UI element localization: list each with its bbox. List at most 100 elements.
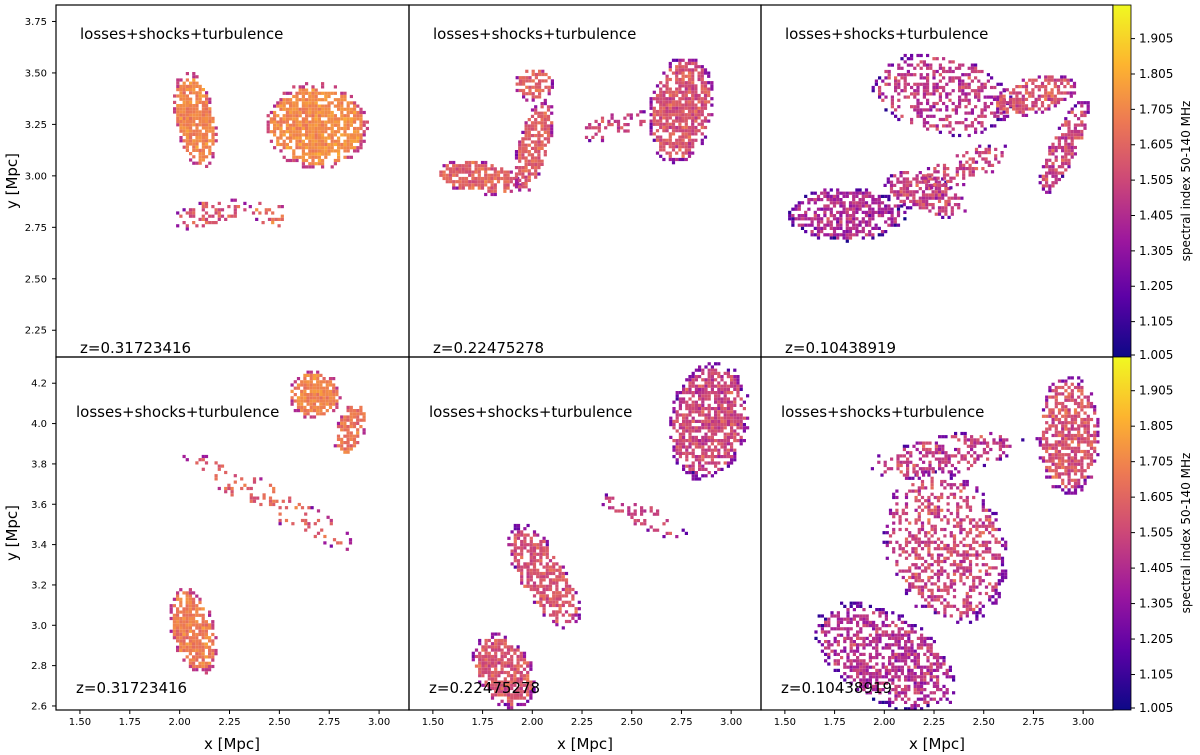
emission-pixel (936, 678, 940, 682)
emission-pixel (710, 371, 714, 375)
emission-pixel (185, 136, 189, 140)
emission-pixel (1051, 152, 1055, 156)
emission-pixel (524, 178, 528, 182)
emission-pixel (662, 71, 666, 75)
emission-pixel (300, 399, 304, 403)
emission-pixel (574, 613, 578, 617)
emission-pixel (929, 672, 933, 676)
emission-pixel (936, 176, 940, 180)
emission-pixel (205, 120, 209, 124)
emission-pixel (840, 617, 844, 621)
emission-pixel (717, 371, 721, 375)
emission-pixel (461, 164, 465, 168)
emission-pixel (179, 636, 183, 640)
emission-pixel (528, 85, 532, 89)
emission-pixel (322, 399, 326, 403)
emission-pixel (856, 649, 860, 653)
emission-pixel (330, 126, 334, 131)
emission-pixel (958, 98, 962, 102)
emission-pixel (321, 136, 325, 140)
emission-pixel (984, 147, 988, 151)
emission-pixel (1012, 88, 1016, 92)
emission-pixel (268, 499, 273, 503)
emission-pixel (836, 210, 840, 214)
emission-pixel (894, 691, 898, 695)
emission-pixel (500, 176, 504, 181)
emission-pixel (864, 220, 869, 224)
emission-pixel (871, 217, 875, 221)
emission-pixel (710, 87, 714, 91)
emission-pixel (843, 649, 847, 653)
emission-pixel (1064, 136, 1068, 140)
emission-pixel (211, 623, 215, 627)
emission-pixel (877, 204, 881, 208)
emission-pixel (865, 691, 869, 695)
emission-pixel (303, 405, 307, 409)
emission-pixel (843, 646, 847, 650)
emission-pixel (871, 214, 875, 218)
emission-pixel (522, 677, 527, 681)
emission-pixel (185, 142, 189, 146)
emission-pixel (910, 53, 914, 58)
emission-pixel (845, 217, 849, 221)
emission-pixel (833, 614, 837, 618)
emission-pixel (855, 194, 859, 198)
emission-pixel (697, 109, 701, 114)
emission-pixel (204, 671, 208, 675)
emission-pixel (327, 104, 331, 108)
emission-pixel (996, 107, 1000, 111)
emission-pixel (700, 106, 704, 110)
emission-pixel (1067, 165, 1071, 169)
emission-pixel (503, 645, 507, 649)
emission-pixel (208, 113, 212, 117)
emission-pixel (510, 699, 514, 703)
emission-pixel (349, 447, 353, 451)
emission-pixel (513, 696, 517, 700)
emission-pixel (907, 697, 911, 701)
emission-pixel (192, 604, 196, 608)
emission-pixel (691, 116, 695, 120)
emission-pixel (324, 123, 328, 127)
emission-pixel (340, 418, 344, 422)
emission-pixel (804, 230, 808, 234)
emission-pixel (691, 106, 695, 110)
emission-pixel (1024, 85, 1029, 89)
emission-pixel (518, 188, 522, 192)
emission-pixel (524, 150, 528, 154)
emission-pixel (346, 441, 350, 445)
emission-pixel (1047, 81, 1051, 85)
emission-pixel (878, 700, 882, 704)
emission-pixel (520, 533, 524, 537)
emission-pixel (694, 109, 698, 114)
emission-pixel (1045, 177, 1049, 182)
emission-pixel (923, 640, 927, 644)
emission-pixel (303, 383, 307, 387)
emission-pixel (1045, 181, 1049, 185)
emission-pixel (195, 91, 199, 95)
emission-pixel (1037, 94, 1041, 98)
emission-pixel (182, 113, 186, 117)
emission-pixel (974, 127, 978, 131)
emission-pixel (958, 101, 962, 106)
emission-pixel (678, 68, 682, 72)
emission-pixel (538, 82, 542, 86)
emission-pixel (522, 82, 526, 86)
emission-pixel (176, 104, 180, 108)
emission-pixel (691, 119, 695, 123)
emission-pixel (915, 199, 919, 203)
emission-pixel (289, 107, 293, 111)
emission-pixel (490, 189, 494, 193)
emission-pixel (610, 113, 614, 117)
emission-pixel (298, 85, 302, 89)
emission-pixel (297, 502, 301, 507)
emission-pixel (189, 110, 193, 114)
emission-pixel (983, 105, 987, 109)
emission-pixel (884, 624, 888, 628)
emission-pixel (182, 132, 186, 136)
emission-pixel (949, 176, 953, 180)
emission-pixel (452, 160, 456, 165)
emission-pixel (671, 129, 676, 133)
emission-pixel (926, 167, 931, 171)
emission-pixel (356, 409, 360, 413)
emission-pixel (701, 368, 705, 372)
